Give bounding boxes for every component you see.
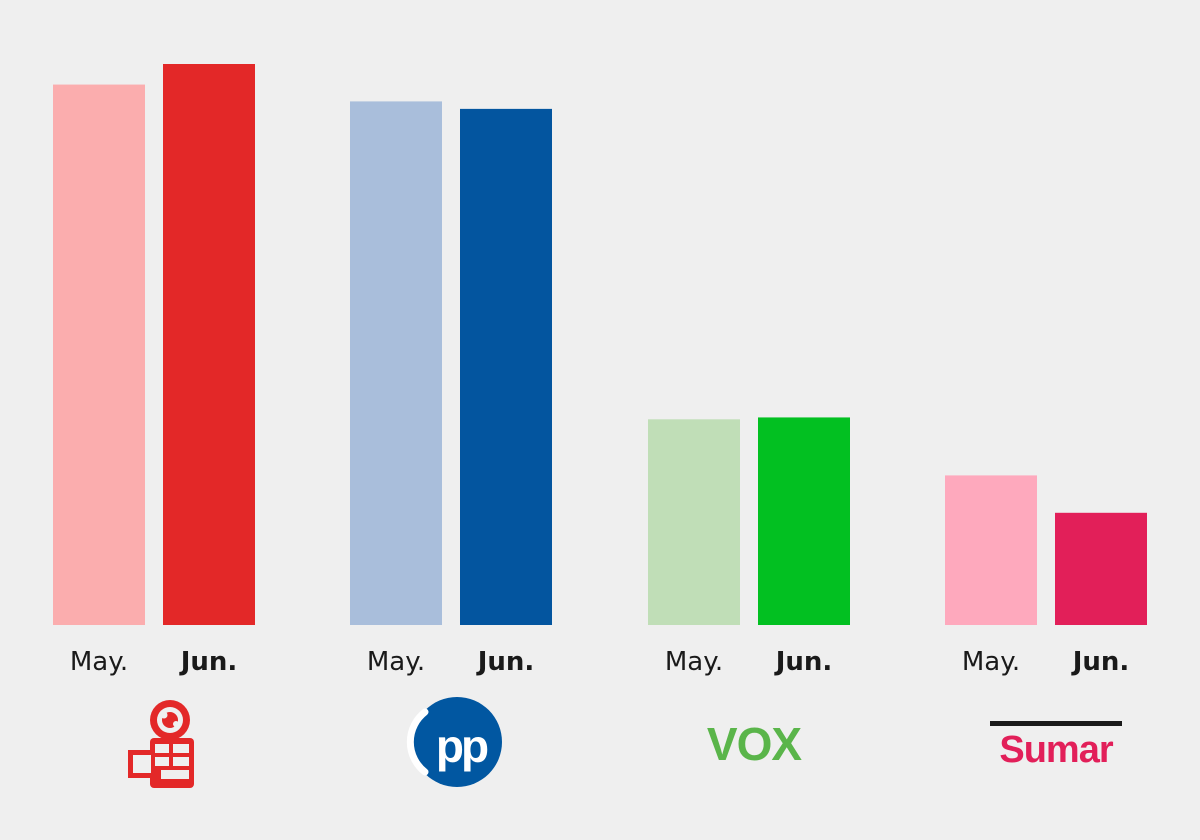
svg-text:Sumar: Sumar	[999, 729, 1113, 771]
bar-sumar-may	[945, 475, 1037, 625]
pp-circle-logo: pp	[406, 697, 502, 787]
bar-psoe-may	[53, 84, 145, 625]
bar-sumar-jun	[1055, 512, 1147, 625]
tick-label-psoe-may: May.	[70, 647, 128, 677]
tick-label-pp-may: May.	[367, 647, 425, 677]
svg-text:VOX: VOX	[707, 718, 802, 770]
tick-labels-layer: May. Jun. May. Jun. May. Jun. May. Jun.	[70, 647, 1129, 677]
svg-text:pp: pp	[436, 720, 488, 772]
tick-label-vox-jun: Jun.	[774, 647, 833, 677]
tick-label-vox-may: May.	[665, 647, 723, 677]
tick-label-sumar-jun: Jun.	[1071, 647, 1130, 677]
bar-vox-may	[648, 419, 740, 625]
bar-pp-may	[350, 101, 442, 625]
psoe-rose-fist-logo	[128, 700, 194, 788]
bar-psoe-jun	[163, 64, 255, 625]
tick-label-pp-jun: Jun.	[476, 647, 535, 677]
tick-label-psoe-jun: Jun.	[179, 647, 238, 677]
bar-pp-jun	[460, 108, 552, 625]
sumar-wordmark-logo: Sumar	[990, 721, 1122, 771]
bar-vox-jun	[758, 417, 850, 625]
tick-label-sumar-may: May.	[962, 647, 1020, 677]
bars-layer	[53, 64, 1147, 625]
vox-wordmark-logo: VOX	[707, 718, 803, 770]
